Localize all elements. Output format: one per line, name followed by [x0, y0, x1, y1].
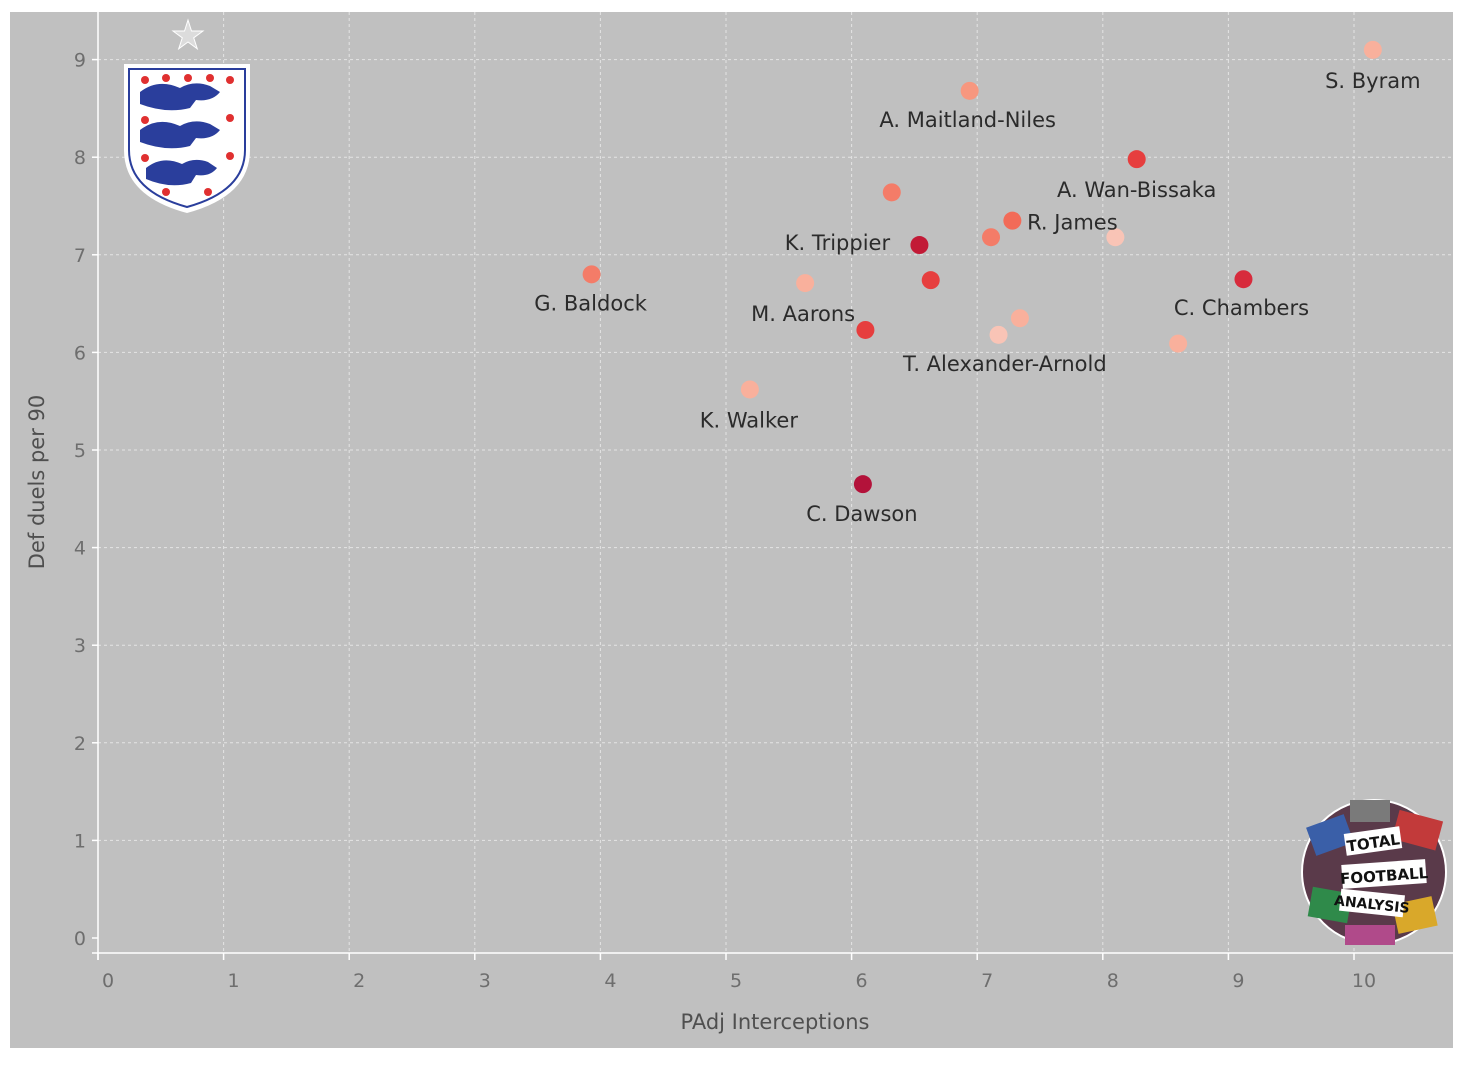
chart-background — [10, 12, 1453, 1048]
data-point — [1010, 309, 1029, 328]
point-labels: S. Byram A. Maitland-Niles A. Wan-Bissaka R… — [534, 69, 1420, 526]
point-label: G. Baldock — [534, 291, 647, 315]
point-label: C. Dawson — [806, 502, 917, 526]
data-point — [882, 183, 901, 202]
logo-text-analysis: ANALYSIS — [1333, 893, 1410, 917]
point-label: C. Chambers — [1174, 296, 1309, 320]
x-tick-label: 0 — [102, 970, 114, 992]
data-point — [960, 81, 979, 100]
x-tick-label: 4 — [604, 970, 616, 992]
point-label: K. Walker — [700, 408, 799, 432]
point-label: T. Alexander-Arnold — [902, 352, 1107, 376]
x-tick-label: 5 — [730, 970, 742, 992]
data-point — [856, 320, 875, 339]
x-tick-label: 9 — [1232, 970, 1244, 992]
y-tick-label: 4 — [74, 538, 86, 560]
data-point — [796, 274, 815, 293]
x-tick-label: 6 — [856, 970, 868, 992]
england-crest-logo — [124, 18, 250, 213]
data-point — [1169, 334, 1188, 353]
y-tick-label: 8 — [74, 147, 86, 169]
y-tick-label: 2 — [74, 733, 86, 755]
axes — [92, 12, 1453, 960]
data-point — [1106, 228, 1125, 247]
x-tick-label: 3 — [479, 970, 491, 992]
point-label: M. Aarons — [751, 302, 855, 326]
point-label: R. James — [1027, 211, 1118, 235]
x-axis-title: PAdj Interceptions — [681, 1010, 870, 1034]
y-tick-label: 0 — [74, 928, 86, 950]
x-tick-label: 2 — [353, 970, 365, 992]
x-tick-label: 1 — [228, 970, 240, 992]
point-label: A. Maitland-Niles — [879, 108, 1056, 132]
x-tick-label: 8 — [1107, 970, 1119, 992]
point-label: K. Trippier — [785, 231, 891, 255]
y-axis-title: Def duels per 90 — [25, 395, 49, 569]
data-point — [910, 236, 929, 255]
point-label: S. Byram — [1325, 69, 1420, 93]
data-point — [1234, 270, 1253, 289]
data-point — [740, 380, 759, 399]
y-tick-label: 5 — [74, 440, 86, 462]
point-label: A. Wan-Bissaka — [1057, 178, 1216, 202]
x-tick-labels: 0 1 2 3 4 5 6 7 8 9 10 — [102, 970, 1376, 992]
data-point — [921, 271, 940, 290]
y-tick-label: 9 — [74, 50, 86, 72]
data-point — [1363, 40, 1382, 59]
data-points — [582, 40, 1382, 494]
star-icon — [171, 18, 205, 51]
y-tick-label: 6 — [74, 342, 86, 364]
y-tick-label: 7 — [74, 245, 86, 267]
data-point — [982, 228, 1001, 247]
y-tick-label: 3 — [74, 635, 86, 657]
y-tick-labels: 0 1 2 3 4 5 6 7 8 9 — [74, 50, 86, 950]
data-point — [853, 475, 872, 494]
x-tick-label: 10 — [1352, 970, 1376, 992]
x-tick-label: 7 — [981, 970, 993, 992]
total-football-analysis-logo: TOTAL FOOTBALL ANALYSIS — [1301, 799, 1447, 945]
data-point — [989, 325, 1008, 344]
data-point — [1003, 211, 1022, 230]
y-tick-label: 1 — [74, 830, 86, 852]
data-point — [582, 265, 601, 284]
data-point — [1127, 150, 1146, 169]
grid-lines — [92, 12, 1453, 960]
